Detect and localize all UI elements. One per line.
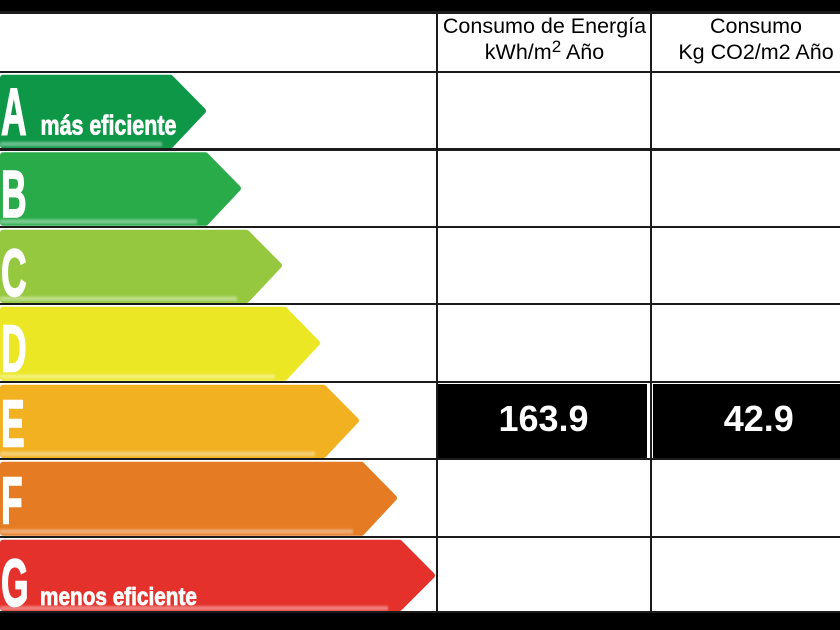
svg-text:E: E xyxy=(1,387,25,462)
svg-text:F: F xyxy=(1,464,23,539)
svg-text:C: C xyxy=(1,236,27,311)
svg-text:B: B xyxy=(1,157,27,232)
svg-text:menos eficiente: menos eficiente xyxy=(40,582,197,610)
svg-text:A: A xyxy=(1,75,27,150)
svg-text:D: D xyxy=(1,312,27,387)
svg-text:más eficiente: más eficiente xyxy=(41,110,177,141)
svg-text:G: G xyxy=(1,546,29,621)
